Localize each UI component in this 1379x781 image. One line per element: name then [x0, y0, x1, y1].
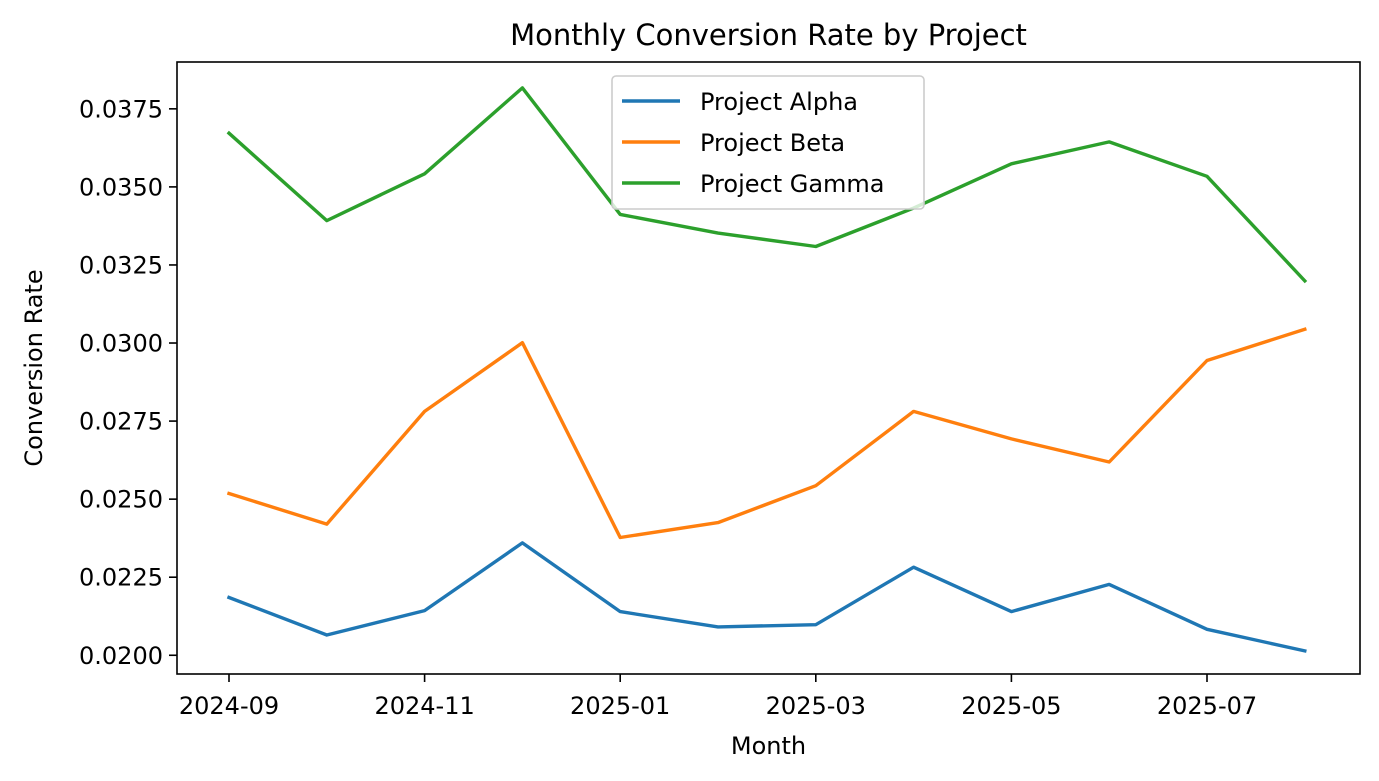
- y-tick-label: 0.0350: [79, 173, 163, 201]
- legend: Project Alpha Project Beta Project Gamma: [611, 75, 925, 210]
- y-tick-label: 0.0375: [79, 95, 163, 123]
- chart-title: Monthly Conversion Rate by Project: [510, 18, 1027, 52]
- x-tick-label: 2024-11: [374, 692, 474, 720]
- x-tick-label: 2024-09: [179, 692, 279, 720]
- x-tick-label: 2025-01: [570, 692, 670, 720]
- legend-label-project-alpha: Project Alpha: [700, 88, 858, 116]
- y-tick-label: 0.0200: [79, 642, 163, 670]
- plot-lines: [226, 86, 1308, 653]
- legend-label-project-beta: Project Beta: [700, 129, 845, 157]
- plot-frame: [176, 61, 1361, 675]
- x-tick-label: 2025-07: [1157, 692, 1257, 720]
- x-tick-label: 2025-03: [766, 692, 866, 720]
- legend-box: [611, 75, 925, 210]
- x-axis: 2024-09 2024-11 2025-01 2025-03 2025-05 2025-…: [179, 674, 1257, 720]
- series-line-project-alpha: [226, 541, 1307, 653]
- legend-label-project-gamma: Project Gamma: [700, 170, 885, 198]
- y-axis: 0.0200 0.0225 0.0250 0.0275 0.0300 0.0325 0.03…: [79, 95, 177, 670]
- y-tick-label: 0.0325: [79, 251, 163, 279]
- series-line-project-gamma: [226, 86, 1308, 284]
- y-tick-label: 0.0225: [79, 564, 163, 592]
- x-axis-title: Month: [731, 732, 806, 760]
- y-tick-label: 0.0300: [79, 330, 163, 358]
- y-tick-label: 0.0250: [79, 486, 163, 514]
- y-tick-label: 0.0275: [79, 408, 163, 436]
- y-axis-title: Conversion Rate: [20, 269, 48, 466]
- x-tick-label: 2025-05: [961, 692, 1061, 720]
- series-line-project-beta: [226, 327, 1307, 540]
